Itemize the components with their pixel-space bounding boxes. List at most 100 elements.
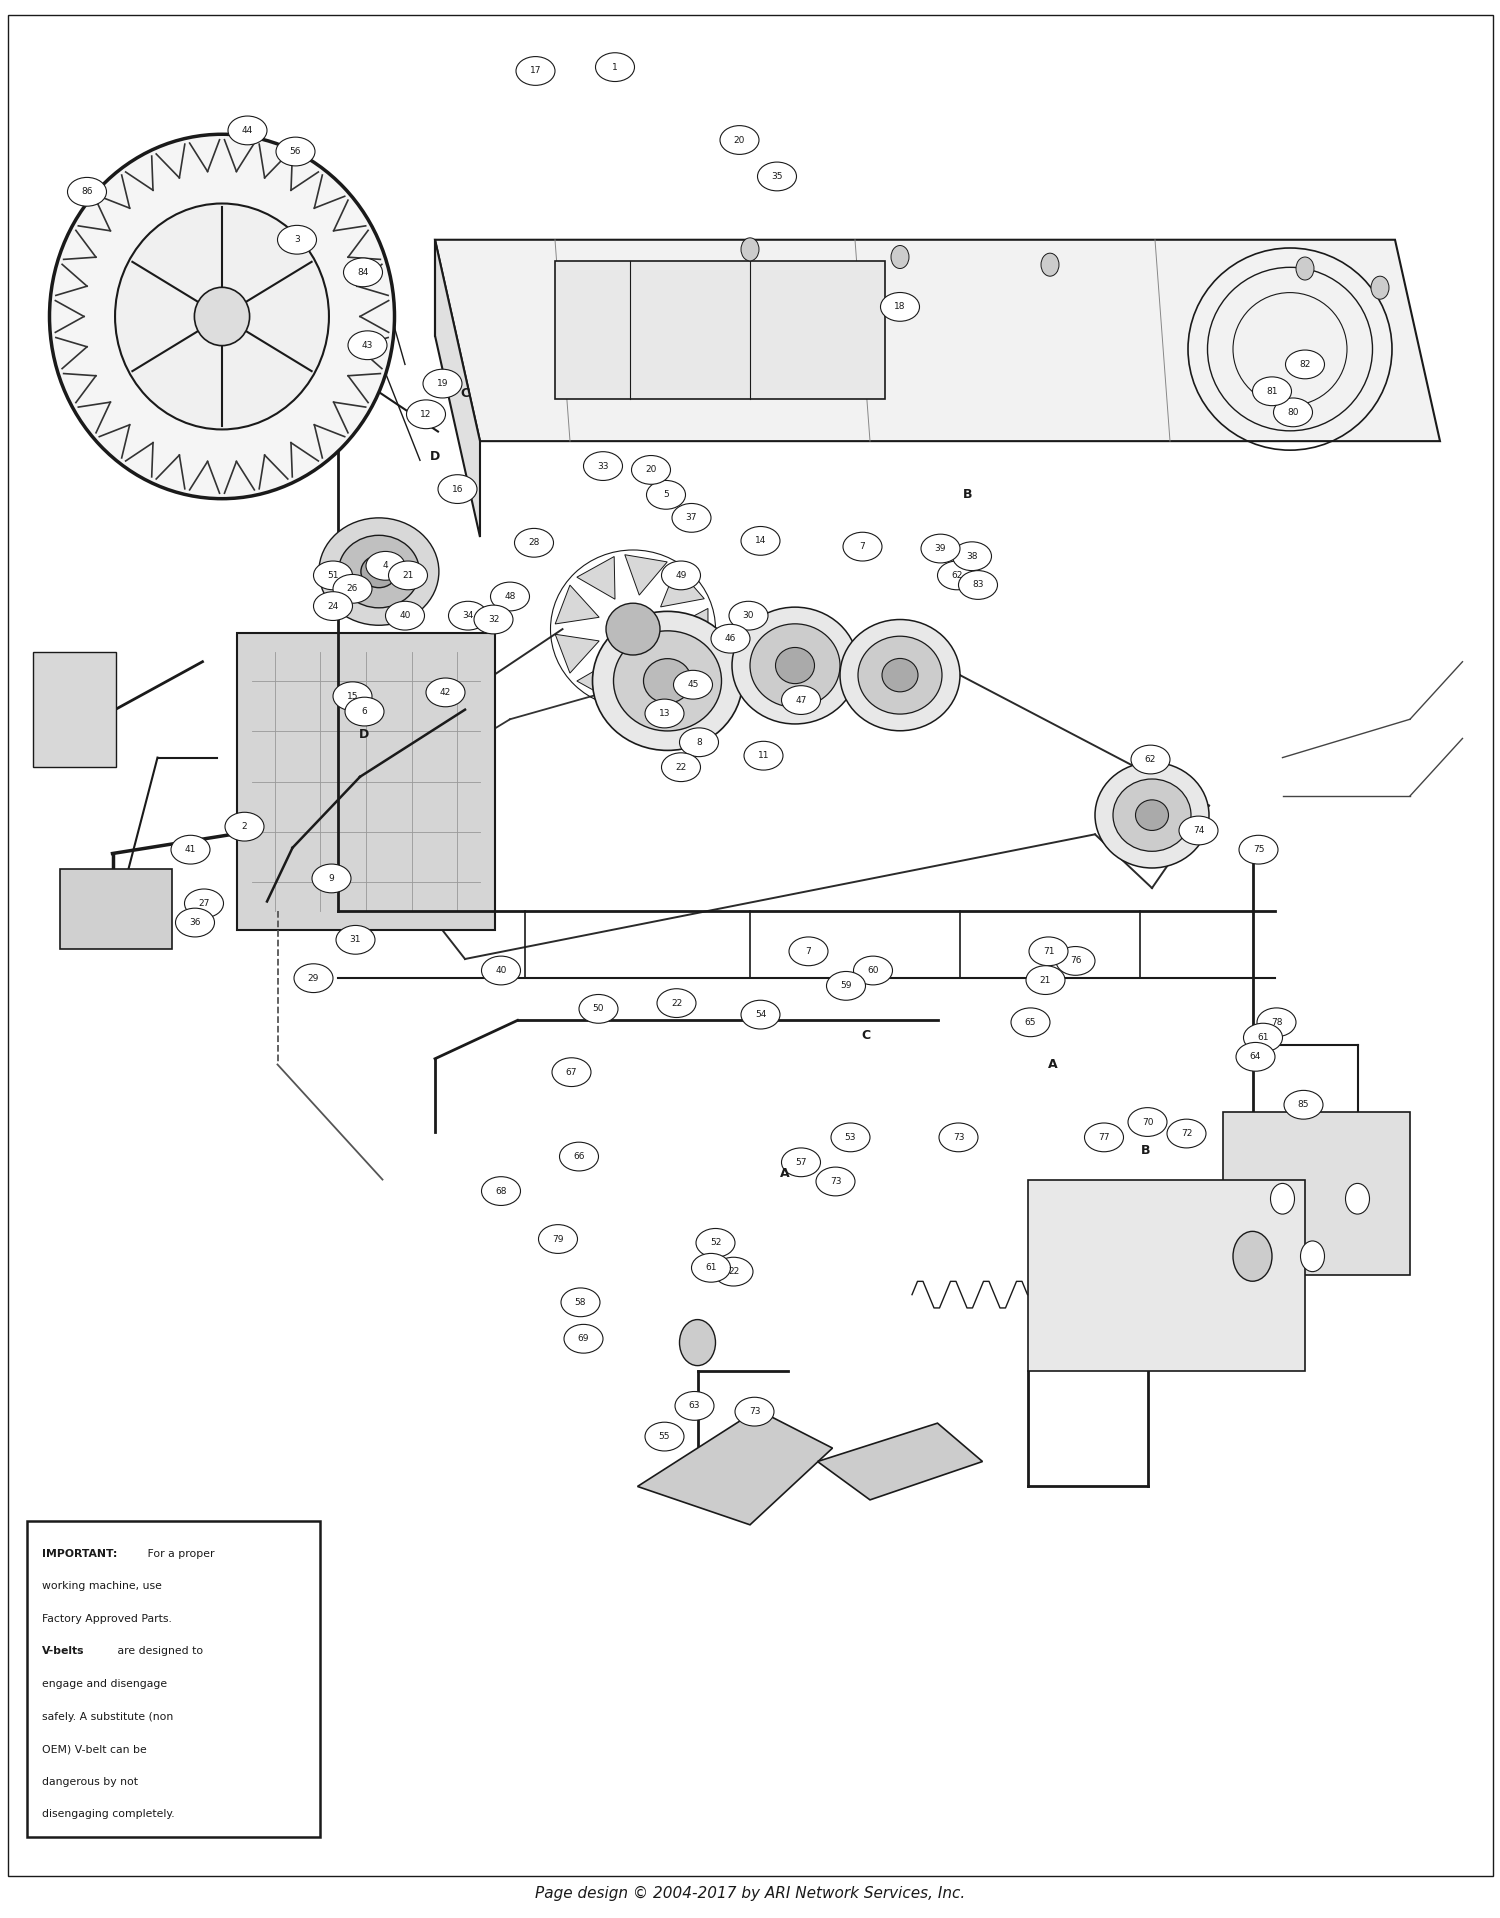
Text: 80: 80 [1287, 409, 1299, 416]
Text: 84: 84 [357, 269, 369, 276]
Text: 39: 39 [934, 545, 946, 552]
Ellipse shape [882, 658, 918, 692]
Text: 55: 55 [658, 1433, 670, 1440]
Text: 21: 21 [402, 572, 414, 579]
Text: dangerous by not: dangerous by not [42, 1776, 138, 1788]
Text: 68: 68 [495, 1187, 507, 1195]
Ellipse shape [195, 288, 249, 345]
Text: 73: 73 [748, 1408, 760, 1415]
Text: 58: 58 [574, 1298, 586, 1306]
Text: 13: 13 [658, 710, 670, 717]
Ellipse shape [614, 631, 722, 731]
Ellipse shape [692, 1254, 730, 1281]
Ellipse shape [426, 677, 465, 706]
Text: 38: 38 [966, 552, 978, 560]
Text: 9: 9 [328, 875, 334, 882]
Ellipse shape [348, 330, 387, 361]
Text: 71: 71 [1042, 947, 1054, 955]
Ellipse shape [858, 637, 942, 713]
Text: 17: 17 [530, 67, 542, 75]
Circle shape [1270, 1183, 1294, 1214]
Ellipse shape [1286, 349, 1324, 378]
Ellipse shape [482, 957, 520, 986]
Ellipse shape [333, 575, 372, 602]
Ellipse shape [1244, 1024, 1282, 1051]
Ellipse shape [827, 971, 866, 1001]
Text: 62: 62 [1144, 756, 1156, 763]
Text: 59: 59 [840, 982, 852, 990]
Text: 12: 12 [420, 410, 432, 418]
Text: 50: 50 [592, 1005, 604, 1013]
Ellipse shape [1257, 1009, 1296, 1036]
Ellipse shape [386, 600, 424, 629]
Text: 26: 26 [346, 585, 358, 593]
Ellipse shape [952, 541, 992, 572]
Ellipse shape [644, 658, 692, 704]
Text: 24: 24 [327, 602, 339, 610]
Circle shape [1300, 1241, 1324, 1272]
Circle shape [1346, 1183, 1370, 1214]
Ellipse shape [782, 1147, 820, 1176]
Text: 86: 86 [81, 188, 93, 196]
Text: 51: 51 [327, 572, 339, 579]
Ellipse shape [646, 481, 686, 508]
Ellipse shape [1029, 936, 1068, 965]
Ellipse shape [662, 752, 700, 783]
Polygon shape [660, 652, 705, 690]
Ellipse shape [1236, 1043, 1275, 1070]
Text: 22: 22 [670, 999, 682, 1007]
Text: 1: 1 [612, 63, 618, 71]
Ellipse shape [344, 257, 382, 286]
Text: 85: 85 [1298, 1101, 1310, 1109]
Ellipse shape [314, 591, 352, 621]
Ellipse shape [448, 600, 488, 629]
Ellipse shape [840, 620, 960, 731]
Bar [33, 652, 116, 767]
Ellipse shape [789, 936, 828, 965]
Text: 61: 61 [705, 1264, 717, 1272]
Polygon shape [669, 608, 708, 650]
Text: 22: 22 [728, 1268, 740, 1275]
Ellipse shape [744, 740, 783, 769]
Polygon shape [435, 240, 480, 537]
Ellipse shape [228, 115, 267, 146]
Polygon shape [638, 1410, 833, 1525]
Text: 46: 46 [724, 635, 736, 643]
Text: 77: 77 [1098, 1134, 1110, 1141]
Text: 14: 14 [754, 537, 766, 545]
Text: C: C [460, 387, 470, 399]
Ellipse shape [938, 560, 976, 591]
Text: B: B [1142, 1145, 1150, 1157]
Text: C: C [861, 1030, 870, 1041]
Circle shape [741, 238, 759, 261]
Bar [60, 869, 172, 949]
Ellipse shape [720, 125, 759, 153]
Text: 42: 42 [440, 689, 452, 696]
Polygon shape [818, 1423, 983, 1500]
Text: 7: 7 [859, 543, 865, 550]
Ellipse shape [1056, 947, 1095, 974]
Ellipse shape [735, 1396, 774, 1427]
Polygon shape [555, 635, 598, 673]
Text: 48: 48 [504, 593, 516, 600]
Text: 78: 78 [1270, 1018, 1282, 1026]
Text: 61: 61 [1257, 1034, 1269, 1041]
Ellipse shape [482, 1176, 520, 1205]
Ellipse shape [116, 203, 328, 430]
Text: disengaging completely.: disengaging completely. [42, 1809, 174, 1820]
Text: 33: 33 [597, 462, 609, 470]
Text: 20: 20 [734, 136, 746, 144]
Text: 8: 8 [696, 738, 702, 746]
Text: 67: 67 [566, 1068, 578, 1076]
Text: 64: 64 [1250, 1053, 1262, 1061]
Text: 6: 6 [362, 708, 368, 715]
Ellipse shape [645, 700, 684, 729]
Text: 18: 18 [894, 303, 906, 311]
Ellipse shape [750, 623, 840, 708]
Text: 21: 21 [1040, 976, 1052, 984]
Circle shape [1296, 257, 1314, 280]
Text: 76: 76 [1070, 957, 1082, 965]
Text: 56: 56 [290, 148, 302, 155]
Bar [27, 1521, 320, 1837]
Text: 11: 11 [758, 752, 770, 760]
